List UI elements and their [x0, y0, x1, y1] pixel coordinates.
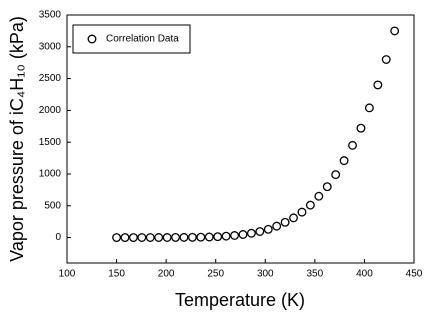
y-tick-label: 2000 — [39, 105, 62, 116]
y-tick-label: 1500 — [39, 137, 62, 148]
data-point — [137, 233, 147, 242]
data-point — [331, 170, 341, 180]
y-tick-label: 0 — [55, 232, 61, 243]
data-point — [221, 231, 231, 241]
data-point — [187, 232, 197, 242]
data-point — [162, 233, 172, 242]
x-tick-label: 250 — [207, 269, 224, 280]
data-point — [305, 200, 315, 210]
data-point — [272, 221, 282, 231]
data-point — [348, 140, 357, 150]
x-tick-label: 150 — [108, 269, 125, 280]
data-point — [297, 207, 307, 217]
data-point — [246, 228, 256, 238]
data-point — [322, 182, 332, 192]
x-tick-label: 300 — [257, 269, 274, 280]
y-tick-label: 500 — [44, 200, 61, 211]
data-point — [196, 232, 206, 242]
x-tick-label: 200 — [158, 269, 175, 280]
data-point — [373, 80, 383, 90]
data-point — [381, 55, 391, 64]
data-point — [120, 233, 130, 243]
x-tick-label: 450 — [406, 269, 423, 280]
legend-box — [72, 24, 191, 54]
data-point — [128, 233, 138, 242]
x-axis-label: Temperature (K) — [175, 290, 305, 310]
y-axis-label: Vapor pressure of iC₄H₁₀ (kPa) — [7, 16, 27, 262]
data-point — [390, 26, 400, 36]
plot-frame — [66, 14, 415, 264]
legend-marker — [87, 34, 97, 44]
y-tick-label: 2500 — [39, 73, 62, 84]
data-point — [171, 232, 181, 242]
data-point — [112, 233, 122, 243]
data-point — [145, 233, 155, 242]
y-tick-label: 1000 — [39, 169, 62, 180]
data-point — [238, 230, 248, 239]
data-point — [339, 156, 349, 166]
data-point — [364, 103, 374, 113]
legend-label: Correlation Data — [106, 34, 179, 45]
y-tick-label: 3500 — [39, 10, 62, 21]
data-point — [154, 233, 164, 242]
data-point — [230, 231, 240, 240]
x-tick-label: 350 — [307, 269, 324, 280]
data-point — [263, 224, 273, 234]
data-point — [255, 227, 265, 236]
x-tick-label: 100 — [59, 269, 76, 280]
data-point — [289, 213, 298, 223]
data-point — [213, 232, 223, 242]
y-tick-label: 3000 — [39, 41, 62, 52]
data-point — [179, 232, 189, 242]
data-point — [204, 232, 214, 242]
data-point — [280, 217, 290, 227]
data-point — [314, 191, 324, 201]
data-point — [356, 123, 366, 133]
x-tick-label: 400 — [356, 269, 373, 280]
